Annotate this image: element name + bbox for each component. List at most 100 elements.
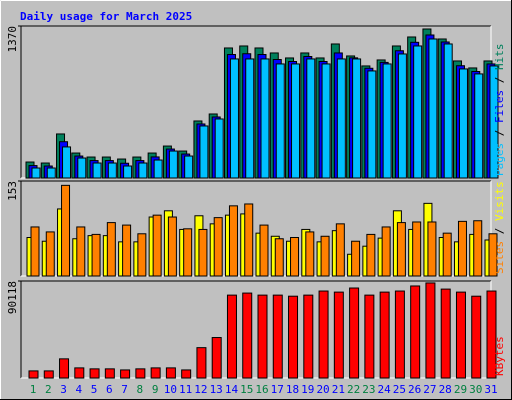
y-tick-label: 1370 bbox=[6, 26, 19, 53]
bar bbox=[107, 162, 117, 179]
x-tick-label: 16 bbox=[255, 383, 268, 396]
bar bbox=[457, 220, 467, 277]
bar bbox=[214, 118, 224, 179]
legend-entry: Sites bbox=[493, 241, 506, 274]
bar bbox=[260, 58, 270, 179]
x-tick-label: 5 bbox=[91, 383, 98, 396]
bar bbox=[138, 162, 148, 179]
panel bbox=[21, 281, 491, 378]
legend-separator: / bbox=[493, 221, 506, 241]
bar bbox=[122, 224, 132, 277]
x-tick-label: 4 bbox=[75, 383, 82, 396]
bar bbox=[226, 294, 237, 379]
bar bbox=[396, 222, 406, 277]
x-tick-label: 2 bbox=[45, 383, 52, 396]
legend: Sites / Visits bbox=[493, 181, 506, 274]
bar bbox=[59, 358, 70, 379]
x-tick-label: 21 bbox=[332, 383, 345, 396]
bar bbox=[458, 68, 468, 179]
bar bbox=[183, 228, 193, 277]
bar bbox=[30, 226, 40, 277]
y-tick-label: 153 bbox=[6, 181, 19, 201]
bar bbox=[443, 43, 453, 179]
bar bbox=[364, 294, 375, 379]
bar bbox=[61, 184, 71, 277]
bar bbox=[184, 155, 194, 179]
x-tick-label: 13 bbox=[210, 383, 223, 396]
bar bbox=[320, 235, 330, 277]
x-tick-label: 1 bbox=[30, 383, 37, 396]
legend-entry: Visits bbox=[493, 181, 506, 221]
bar bbox=[92, 162, 102, 179]
bar bbox=[290, 237, 300, 277]
bar bbox=[272, 294, 283, 379]
bar bbox=[242, 292, 253, 379]
bar bbox=[123, 165, 133, 179]
bar bbox=[91, 233, 101, 277]
bar bbox=[335, 223, 345, 277]
bar bbox=[474, 73, 484, 179]
x-tick-label: 22 bbox=[347, 383, 360, 396]
x-tick-label: 3 bbox=[60, 383, 67, 396]
bar bbox=[333, 291, 344, 379]
bar bbox=[486, 290, 497, 379]
bar bbox=[77, 157, 87, 179]
bar bbox=[74, 367, 85, 379]
bar bbox=[305, 231, 315, 277]
bar bbox=[318, 290, 329, 379]
x-tick-label: 12 bbox=[194, 383, 207, 396]
bar bbox=[291, 63, 301, 179]
bar bbox=[427, 221, 437, 277]
bar bbox=[440, 288, 451, 379]
x-tick-label: 28 bbox=[439, 383, 452, 396]
x-tick-label: 7 bbox=[121, 383, 128, 396]
legend-entry: Pages bbox=[493, 143, 506, 176]
legend-separator: / bbox=[493, 70, 506, 90]
bar bbox=[229, 58, 239, 179]
bar bbox=[274, 238, 284, 277]
bar bbox=[28, 370, 39, 379]
bar bbox=[275, 63, 285, 179]
bar bbox=[397, 53, 407, 179]
x-tick-label: 26 bbox=[408, 383, 421, 396]
x-tick-label: 14 bbox=[225, 383, 239, 396]
bar bbox=[413, 45, 423, 179]
bar bbox=[351, 240, 361, 277]
x-tick-label: 24 bbox=[378, 383, 392, 396]
bar bbox=[473, 220, 483, 277]
bar bbox=[336, 58, 346, 179]
bar bbox=[43, 370, 54, 379]
bar bbox=[211, 337, 222, 379]
bar bbox=[471, 295, 482, 379]
bar bbox=[31, 167, 41, 179]
bar bbox=[198, 228, 208, 277]
x-tick-label: 23 bbox=[362, 383, 375, 396]
legend: KBytes bbox=[493, 336, 506, 376]
bar bbox=[425, 282, 436, 379]
bar bbox=[245, 58, 255, 179]
x-tick-label: 10 bbox=[164, 383, 177, 396]
bar bbox=[349, 287, 360, 379]
bar bbox=[76, 226, 86, 277]
legend-entry: Hits bbox=[493, 44, 506, 71]
bar bbox=[153, 159, 163, 179]
legend: Pages / Files / Hits bbox=[493, 44, 506, 177]
bar bbox=[306, 58, 316, 179]
bar bbox=[104, 368, 115, 379]
bar bbox=[321, 63, 331, 179]
y-tick-label: 90118 bbox=[6, 281, 19, 314]
bar bbox=[45, 231, 55, 277]
bar bbox=[352, 58, 362, 179]
bar bbox=[213, 217, 223, 277]
bar bbox=[455, 291, 466, 379]
bar bbox=[394, 290, 405, 379]
x-tick-label: 27 bbox=[423, 383, 436, 396]
bar bbox=[120, 369, 131, 379]
bar bbox=[257, 294, 268, 379]
bar bbox=[165, 367, 176, 379]
x-tick-label: 30 bbox=[469, 383, 482, 396]
bar bbox=[137, 233, 147, 277]
x-tick-label: 17 bbox=[271, 383, 284, 396]
